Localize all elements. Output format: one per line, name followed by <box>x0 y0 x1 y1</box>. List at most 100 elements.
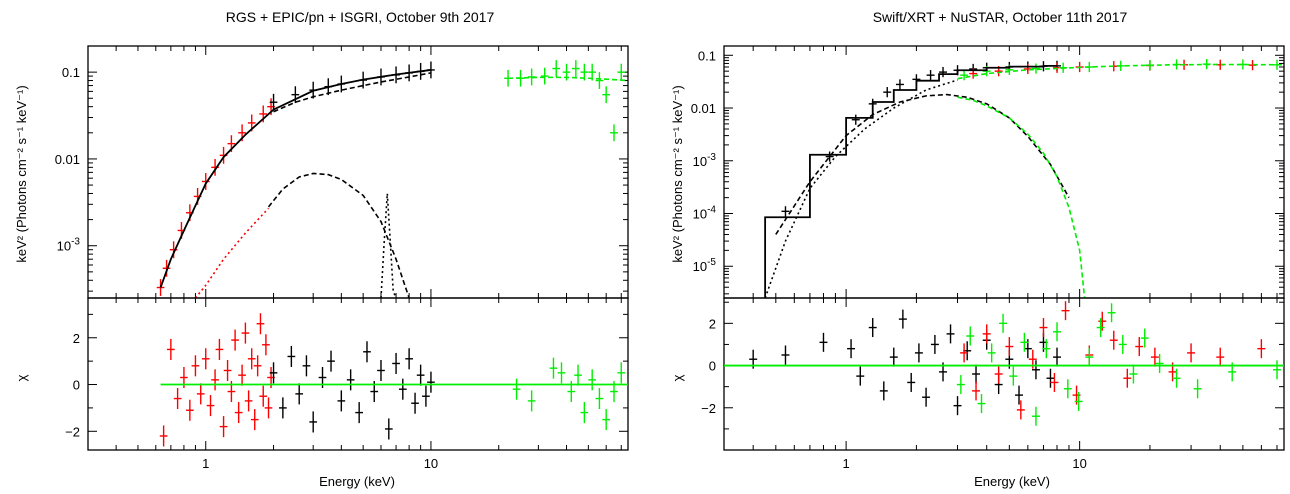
data-point-black <box>1046 368 1055 388</box>
data-point-black <box>295 383 304 405</box>
data-point-green <box>1273 360 1281 380</box>
top-panel-frame <box>723 45 1285 299</box>
data-point-black <box>883 87 892 98</box>
data-point-green <box>595 72 604 89</box>
series-clip-group <box>159 313 628 447</box>
data-point-green <box>574 364 582 386</box>
data-point-red <box>253 355 262 377</box>
model-curve-red-dotted <box>194 207 270 298</box>
data-point-green <box>580 402 589 424</box>
data-point-black <box>427 371 435 393</box>
series-clip-group <box>764 59 1284 298</box>
data-point-black <box>1053 347 1061 367</box>
data-point-black <box>914 343 923 363</box>
data-point-black <box>856 366 865 386</box>
data-point-green <box>1118 334 1127 354</box>
y-tick-label: 0 <box>73 378 80 393</box>
y-tick-label: 0.1 <box>698 48 716 63</box>
data-point-red <box>162 259 171 277</box>
residual-panel-frame <box>87 297 629 451</box>
residual-panel-frame <box>723 297 1285 451</box>
chart-title-left: RGS + EPIC/pn + ISGRI, October 9th 2017 <box>226 9 495 25</box>
data-point-black <box>363 341 371 363</box>
data-point-black <box>384 418 393 440</box>
data-point-black <box>851 114 860 125</box>
data-point-black <box>377 359 385 382</box>
y-tick-label: 2 <box>709 316 716 331</box>
residual-panel-right: 1 10 2 0 −2 <box>701 297 1285 471</box>
data-point-green <box>602 409 611 431</box>
data-point-black <box>398 378 407 400</box>
data-point-red <box>201 173 210 190</box>
data-point-green <box>960 70 969 81</box>
model-curve-black-dashed <box>267 172 410 298</box>
data-point-red <box>1187 343 1196 363</box>
data-point-green <box>1053 322 1061 342</box>
series-clip-group <box>724 301 1284 426</box>
data-point-black <box>953 396 962 416</box>
data-point-red <box>223 359 232 382</box>
model-curve-black-dashed <box>775 93 1070 235</box>
data-point-black <box>269 93 278 111</box>
data-point-red <box>219 416 228 438</box>
data-point-green <box>595 388 604 410</box>
x-tick-label: 10 <box>424 456 438 471</box>
data-point-red <box>960 343 969 363</box>
data-point-black <box>907 372 916 392</box>
data-point-red <box>1061 301 1070 321</box>
model-curve-black-dotted <box>764 79 958 298</box>
data-point-red <box>982 324 991 344</box>
data-point-green <box>1107 303 1116 323</box>
data-point-green <box>557 362 566 384</box>
data-point-green <box>1140 328 1149 348</box>
data-point-black <box>930 334 939 354</box>
data-point-red <box>1123 368 1132 388</box>
data-point-red <box>234 402 243 424</box>
data-point-black <box>889 347 898 367</box>
data-point-red <box>241 322 250 344</box>
data-point-black <box>291 86 300 104</box>
data-point-black <box>405 348 413 370</box>
y-tick-label: −2 <box>701 401 716 416</box>
data-point-green <box>549 357 558 379</box>
data-point-black <box>302 355 311 377</box>
y-tick-label: 0.01 <box>55 152 80 167</box>
x-axis-label-right: Energy (keV) <box>974 474 1050 489</box>
y-tick-label: −2 <box>65 424 80 439</box>
data-point-black <box>847 339 856 359</box>
data-point-green <box>1009 366 1018 386</box>
data-point-black <box>926 70 935 81</box>
data-point-red <box>262 334 270 356</box>
data-point-green <box>956 375 965 395</box>
data-point-red <box>215 338 224 360</box>
model-curve-green-dashed <box>957 96 1086 298</box>
y-axis-label-top-left: keV² (Photons cm⁻² s⁻¹ keV⁻¹) <box>14 85 29 262</box>
model-curve-green-dashed <box>957 63 1284 80</box>
data-point-red <box>231 329 239 351</box>
data-point-red <box>169 241 178 259</box>
data-point-green <box>552 60 561 77</box>
x-axis-label-left: Energy (keV) <box>319 474 395 489</box>
data-point-black <box>879 381 888 401</box>
data-point-green <box>572 60 580 77</box>
data-point-green <box>540 67 549 85</box>
data-point-red <box>159 425 168 447</box>
data-point-black <box>392 352 400 374</box>
data-point-green <box>588 369 597 391</box>
y-tick-label: 10-4 <box>693 205 717 222</box>
data-point-red <box>173 388 182 410</box>
data-point-green <box>1031 406 1040 426</box>
data-point-black <box>309 411 318 433</box>
top-panel-left: 0.1 0.01 10-3 <box>55 45 629 450</box>
chart-left: RGS + EPIC/pn + ISGRI, October 9th 2017 … <box>14 9 629 489</box>
data-point-red <box>238 364 246 386</box>
y-tick-label: 10-3 <box>57 237 81 254</box>
data-point-red <box>256 313 265 335</box>
data-point-green <box>966 326 975 346</box>
y-tick-label: 10-3 <box>693 152 717 169</box>
data-point-black <box>972 364 981 384</box>
data-point-green <box>617 362 626 384</box>
data-point-green <box>1172 368 1181 388</box>
data-point-black <box>346 369 355 391</box>
